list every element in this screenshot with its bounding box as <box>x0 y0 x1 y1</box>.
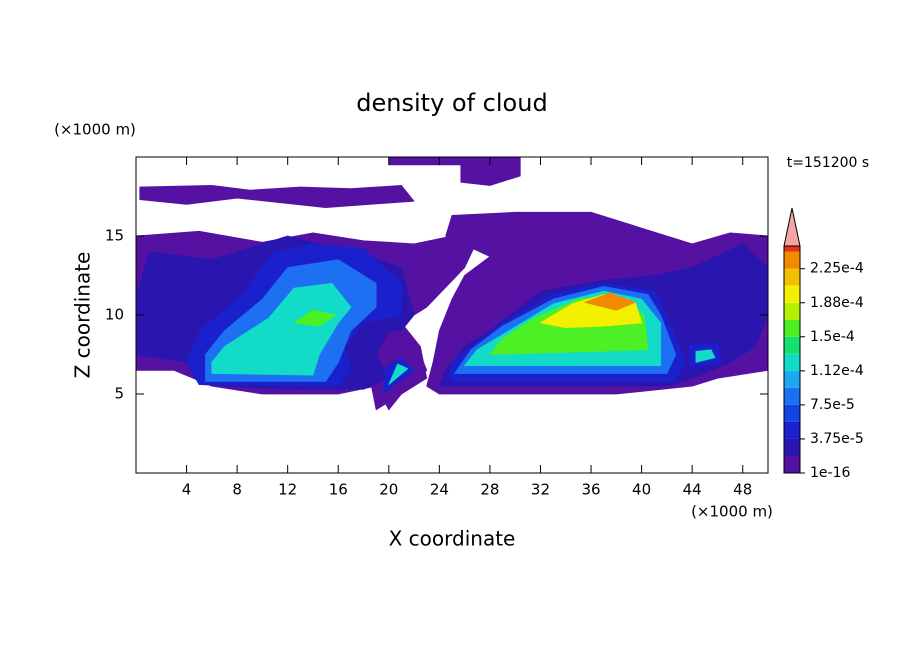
contour-region <box>211 282 352 376</box>
y-unit: (×1000 m) <box>54 121 136 139</box>
colorbar-band <box>784 353 800 371</box>
y-tick-label: 15 <box>105 227 124 245</box>
y-axis-label: Z coordinate <box>71 252 95 379</box>
x-tick-label: 36 <box>581 481 600 499</box>
time-annotation: t=151200 s <box>787 155 869 171</box>
colorbar-tick-label: 1.5e-4 <box>810 329 855 345</box>
colorbar-band <box>784 251 800 269</box>
colorbar-tick-label: 3.75e-5 <box>810 431 864 447</box>
colorbar-band <box>784 455 800 473</box>
x-tick-label: 48 <box>733 481 752 499</box>
colorbar-band <box>784 285 800 303</box>
colorbar-tick-label: 7.5e-5 <box>810 397 855 413</box>
x-tick-label: 44 <box>683 481 702 499</box>
colorbar-band <box>784 404 800 422</box>
x-tick-label: 20 <box>379 481 398 499</box>
y-tick-label: 10 <box>105 306 124 324</box>
colorbar-band <box>784 246 800 252</box>
x-tick-label: 4 <box>182 481 192 499</box>
colorbar-band <box>784 438 800 456</box>
colorbar-band <box>784 370 800 388</box>
x-tick-label: 12 <box>278 481 297 499</box>
x-tick-label: 40 <box>632 481 651 499</box>
colorbar-band <box>784 268 800 286</box>
colorbar-tick-label: 1.12e-4 <box>810 363 864 379</box>
colorbar-tick-label: 1.88e-4 <box>810 295 864 311</box>
colorbar-band <box>784 302 800 320</box>
chart-title: density of cloud <box>356 89 547 117</box>
x-tick-label: 24 <box>430 481 449 499</box>
x-tick-label: 32 <box>531 481 550 499</box>
x-tick-label: 28 <box>480 481 499 499</box>
x-tick-label: 16 <box>329 481 348 499</box>
colorbar-frame <box>783 245 801 474</box>
contour-region <box>139 185 415 208</box>
x-tick-label: 8 <box>232 481 242 499</box>
contour-region <box>460 156 521 186</box>
colorbar-tick-label: 1e-16 <box>810 465 850 481</box>
colorbar-tick-label: 2.25e-4 <box>810 261 864 277</box>
colorbar-band <box>784 319 800 337</box>
colorbar-band <box>784 421 800 439</box>
contour-region <box>388 363 409 385</box>
contour-region <box>695 349 716 363</box>
contour-region <box>293 309 337 327</box>
y-tick-label: 5 <box>114 385 124 403</box>
colorbar-band <box>784 336 800 354</box>
contour-region <box>584 292 636 311</box>
x-unit: (×1000 m) <box>691 503 773 521</box>
colorbar-band <box>784 387 800 405</box>
x-axis-label: X coordinate <box>389 527 516 551</box>
